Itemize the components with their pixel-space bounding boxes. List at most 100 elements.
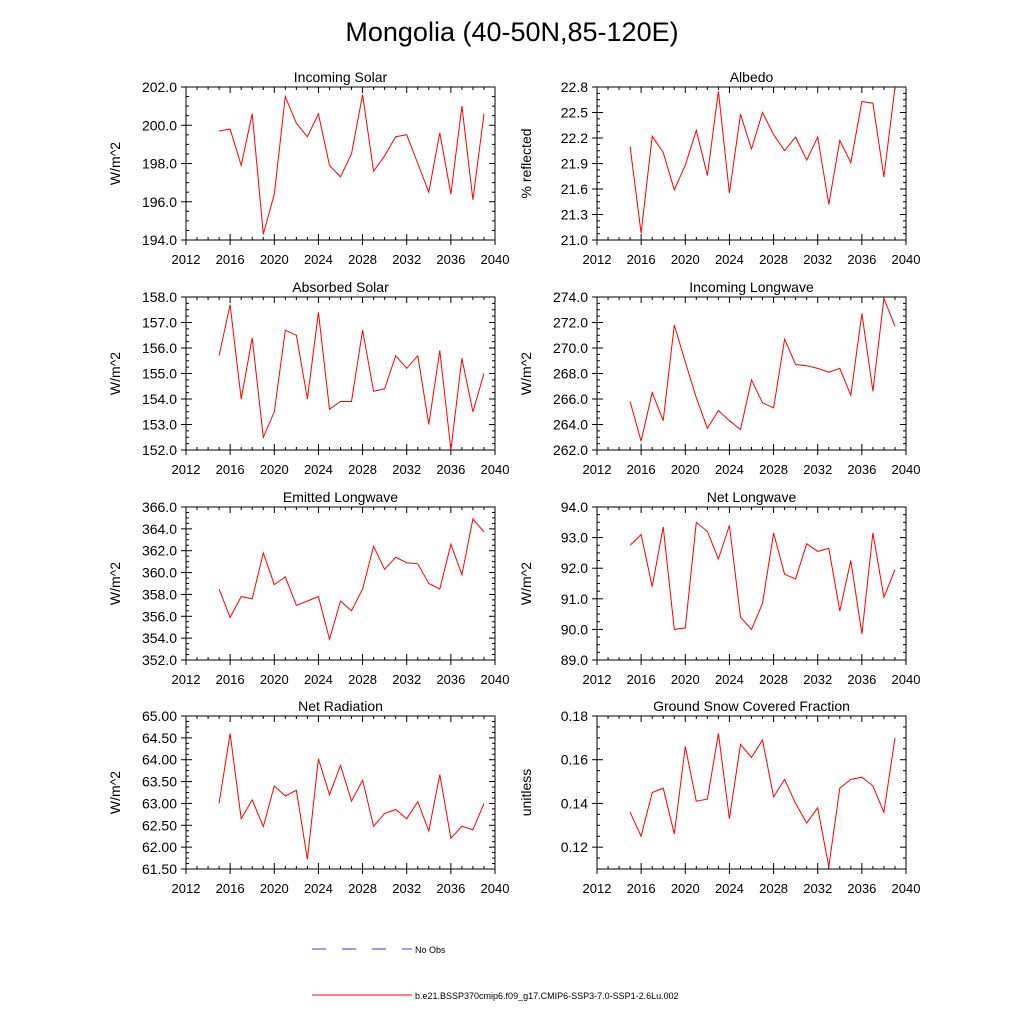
panel-ground-snow-covered-fraction-ytick-label: 0.18 xyxy=(561,708,588,724)
panel-albedo-ylabel: % reflected xyxy=(518,128,534,198)
panel-incoming-longwave-point xyxy=(662,419,664,421)
panel-incoming-longwave-point xyxy=(828,371,830,373)
panel-incoming-longwave-point xyxy=(772,407,774,409)
panel-incoming-solar-point xyxy=(472,199,474,201)
panel-albedo-xtick-label: 2040 xyxy=(892,252,921,267)
panel-emitted-longwave-point xyxy=(372,545,374,547)
panel-emitted-longwave-point xyxy=(472,518,474,520)
panel-net-longwave-xtick-label: 2032 xyxy=(803,672,832,687)
panel-net-radiation-xtick-label: 2024 xyxy=(304,881,333,896)
panel-net-longwave-ytick-label: 94.0 xyxy=(561,499,588,515)
panel-absorbed-solar-point xyxy=(229,303,231,305)
panel-net-longwave-xtick-label: 2036 xyxy=(847,672,876,687)
panel-albedo-point xyxy=(894,86,896,88)
panel-incoming-solar-point xyxy=(240,164,242,166)
panel-emitted-longwave-ytick-label: 356.0 xyxy=(142,608,177,624)
panel-net-radiation-xtick-label: 2012 xyxy=(172,881,201,896)
panel-emitted-longwave-point xyxy=(284,576,286,578)
panel-incoming-solar-point xyxy=(339,176,341,178)
panel-net-radiation: Net Radiation W/m^2 2012 2016 2020 2024 2028 20… xyxy=(107,698,509,896)
panel-incoming-solar-xtick-label: 2024 xyxy=(304,252,333,267)
panel-emitted-longwave-xtick-label: 2036 xyxy=(436,672,465,687)
panel-albedo-point xyxy=(872,102,874,104)
panel-ground-snow-covered-fraction-point xyxy=(894,737,896,739)
panel-net-radiation-point xyxy=(251,799,253,801)
panel-incoming-solar-ytick-label: 194.0 xyxy=(142,232,177,248)
panel-incoming-longwave-ylabel: W/m^2 xyxy=(518,352,534,395)
panel-absorbed-solar-ytick-label: 154.0 xyxy=(142,391,177,407)
panel-incoming-solar: Incoming Solar W/m^2 2012 2016 2020 2024 2028 2… xyxy=(107,69,509,267)
panel-incoming-solar-point xyxy=(306,136,308,138)
panels-group: Incoming Solar W/m^2 2012 2016 2020 2024 2028 2… xyxy=(107,69,920,896)
panel-ground-snow-covered-fraction-point xyxy=(706,798,708,800)
panel-incoming-longwave-xtick-label: 2028 xyxy=(759,462,788,477)
panel-net-longwave-point xyxy=(850,559,852,561)
panel-absorbed-solar-point xyxy=(450,449,452,451)
panel-incoming-longwave-point xyxy=(640,440,642,442)
panel-net-longwave-xtick-label: 2012 xyxy=(583,672,612,687)
panel-absorbed-solar-xtick-label: 2016 xyxy=(216,462,245,477)
panel-emitted-longwave-xtick-label: 2024 xyxy=(304,672,333,687)
panel-incoming-solar-point xyxy=(439,132,441,134)
panel-incoming-longwave-xtick-label: 2032 xyxy=(803,462,832,477)
panel-incoming-longwave-point xyxy=(728,419,730,421)
panel-albedo-point xyxy=(651,135,653,137)
panel-albedo-point xyxy=(739,113,741,115)
panel-ground-snow-covered-fraction-point xyxy=(728,818,730,820)
panel-ground-snow-covered-fraction-point xyxy=(629,811,631,813)
panel-absorbed-solar-xtick-label: 2036 xyxy=(436,462,465,477)
panel-net-radiation-ytick-label: 63.50 xyxy=(142,774,177,790)
panel-albedo-xtick-label: 2036 xyxy=(847,252,876,267)
panel-ground-snow-covered-fraction-point xyxy=(828,866,830,868)
panel-albedo-title: Albedo xyxy=(730,69,774,85)
panel-net-radiation-point xyxy=(439,773,441,775)
panel-albedo-point xyxy=(794,136,796,138)
panel-net-radiation-title: Net Radiation xyxy=(298,698,383,714)
panel-net-longwave-xtick-label: 2016 xyxy=(627,672,656,687)
panel-absorbed-solar-ytick-label: 157.0 xyxy=(142,315,177,331)
panel-incoming-solar-point xyxy=(317,113,319,115)
panel-absorbed-solar-point xyxy=(350,400,352,402)
panel-net-longwave-point xyxy=(872,532,874,534)
panel-net-longwave-point xyxy=(883,596,885,598)
panel-net-radiation-point xyxy=(295,789,297,791)
panel-incoming-longwave-point xyxy=(684,361,686,363)
panel-incoming-longwave-ytick-label: 274.0 xyxy=(553,289,588,305)
panel-emitted-longwave-point xyxy=(251,598,253,600)
panel-emitted-longwave-xtick-label: 2032 xyxy=(392,672,421,687)
panel-absorbed-solar-point xyxy=(218,354,220,356)
panel-emitted-longwave-point xyxy=(406,562,408,564)
panel-incoming-longwave-xtick-label: 2024 xyxy=(715,462,744,477)
panel-ground-snow-covered-fraction-point xyxy=(772,796,774,798)
panel-net-longwave-ytick-label: 89.0 xyxy=(561,652,588,668)
panel-ground-snow-covered-fraction-point xyxy=(695,800,697,802)
panel-net-longwave-point xyxy=(750,628,752,630)
panel-ground-snow-covered-fraction-point xyxy=(673,833,675,835)
panel-albedo-point xyxy=(662,151,664,153)
panel-ground-snow-covered-fraction-point xyxy=(739,743,741,745)
panel-emitted-longwave-point xyxy=(417,563,419,565)
panel-absorbed-solar-point xyxy=(240,398,242,400)
figure-title: Mongolia (40-50N,85-120E) xyxy=(345,17,678,47)
panel-net-radiation-point xyxy=(372,825,374,827)
panel-net-longwave-point xyxy=(717,558,719,560)
panel-albedo-point xyxy=(761,111,763,113)
panel-albedo-xtick-label: 2028 xyxy=(759,252,788,267)
panel-albedo-point xyxy=(684,164,686,166)
panel-incoming-longwave-point xyxy=(695,397,697,399)
panel-ground-snow-covered-fraction-point xyxy=(861,776,863,778)
panel-albedo-point xyxy=(839,139,841,141)
panel-emitted-longwave-point xyxy=(262,552,264,554)
panel-net-radiation-point xyxy=(328,793,330,795)
panel-net-longwave-point xyxy=(662,526,664,528)
panel-ground-snow-covered-fraction-xtick-label: 2036 xyxy=(847,881,876,896)
panel-albedo-ytick-label: 22.5 xyxy=(561,105,588,121)
panel-albedo-xtick-label: 2012 xyxy=(583,252,612,267)
panel-albedo-point xyxy=(817,136,819,138)
panel-emitted-longwave-series-line xyxy=(218,517,485,642)
panel-incoming-longwave-xtick-label: 2012 xyxy=(583,462,612,477)
panel-ground-snow-covered-fraction-point xyxy=(794,802,796,804)
panel-emitted-longwave-point xyxy=(428,582,430,584)
panel-net-radiation-point xyxy=(394,808,396,810)
panel-ground-snow-covered-fraction-point xyxy=(839,787,841,789)
